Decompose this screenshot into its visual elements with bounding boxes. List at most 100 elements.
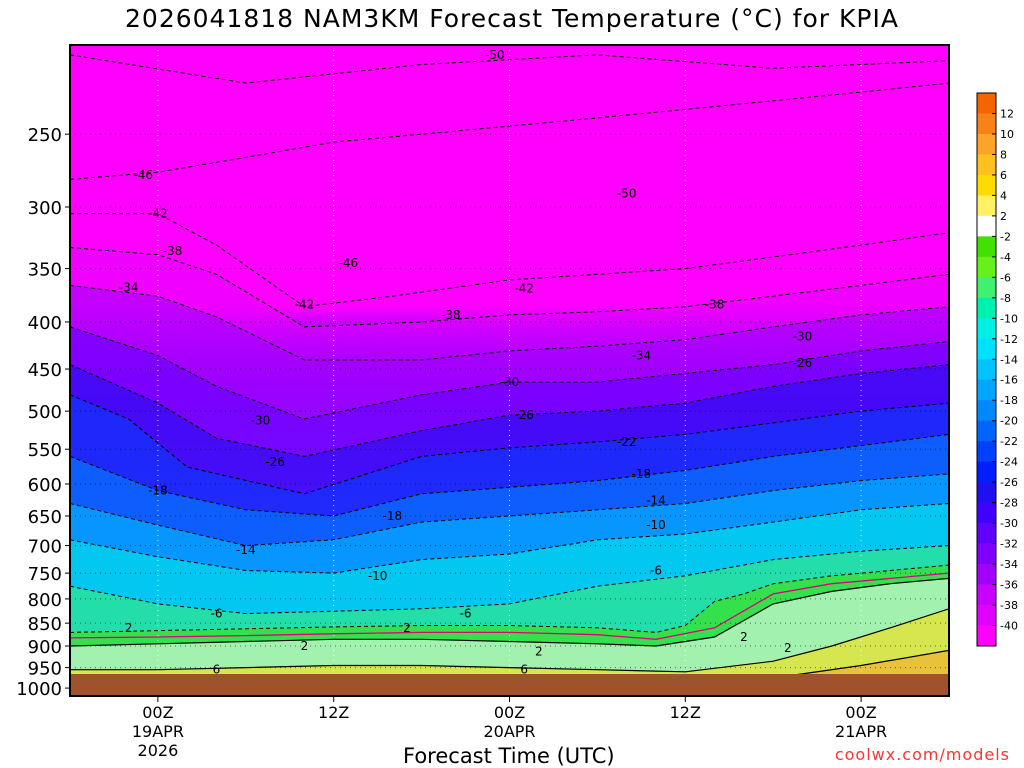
- contour-label: -42: [295, 298, 315, 312]
- contour-label: -50: [485, 48, 505, 62]
- isotherm-line: [70, 572, 949, 640]
- colorbar-swatch: [977, 256, 996, 278]
- colorbar-swatch: [977, 400, 996, 421]
- x-tick-label: 00Z: [494, 703, 525, 722]
- isotherm-line: [70, 608, 949, 673]
- isotherm-line: [70, 577, 949, 647]
- contour-label: -34: [632, 348, 652, 362]
- colorbar-swatch: [977, 318, 996, 340]
- colorbar-swatch: [977, 379, 996, 401]
- isotherm-line: [70, 213, 949, 308]
- contour-label: -42: [514, 282, 534, 296]
- x-tick-label: 12Z: [670, 703, 701, 722]
- contour-label: -38: [441, 308, 461, 322]
- isotherm-line: [70, 394, 949, 495]
- credit-text: coolwx.com/models: [834, 745, 1010, 764]
- colorbar-swatch: [977, 236, 996, 258]
- colorbar-label: 12: [1000, 107, 1014, 120]
- y-tick-label: 300: [28, 198, 62, 219]
- colorbar-swatch: [977, 523, 996, 544]
- colorbar-label: -34: [1000, 558, 1018, 571]
- contour-label: -50: [617, 186, 637, 200]
- colorbar-label: -22: [1000, 435, 1018, 448]
- colorbar-label: -14: [1000, 353, 1018, 366]
- colorbar-swatch: [977, 564, 996, 585]
- y-tick-label: 550: [28, 440, 62, 461]
- y-tick-label: 850: [28, 614, 62, 635]
- contour-label: -18: [148, 484, 168, 498]
- colorbar-swatch: [977, 420, 996, 442]
- colorbar: 12 10 8 6 4 2 -2 -4 -6 -8 -10 -12 -14 -16 -18 -20 -22 -24…: [976, 92, 1018, 647]
- isotherm-line: [70, 54, 949, 84]
- colorbar-swatch: [977, 584, 996, 606]
- colorbar-label: 4: [1000, 189, 1007, 202]
- colorbar-swatch: [977, 338, 996, 360]
- colorbar-swatch: [977, 215, 996, 237]
- isotherm-line: [70, 503, 949, 574]
- contour-label: -18: [382, 509, 402, 523]
- x-tick-label: 2026: [138, 741, 179, 760]
- y-tick-label: 250: [28, 125, 62, 146]
- isotherm-line: [70, 326, 949, 420]
- y-tick-label: 800: [28, 590, 62, 611]
- colorbar-label: -4: [1000, 251, 1011, 264]
- colorbar-label: -24: [1000, 456, 1018, 469]
- y-tick-label: 350: [28, 260, 62, 281]
- contour-label: -18: [632, 467, 652, 481]
- colorbar-swatch: [977, 133, 996, 155]
- contour-label: 2: [301, 639, 309, 653]
- y-tick-label: 650: [28, 507, 62, 528]
- contour-label: 2: [740, 630, 748, 644]
- colorbar-label: 8: [1000, 148, 1007, 161]
- colorbar-label: -2: [1000, 230, 1011, 243]
- y-tick-label: 400: [28, 313, 62, 334]
- contour-label: -26: [265, 455, 285, 469]
- colorbar-swatch: [977, 297, 996, 319]
- y-tick-label: 1000: [16, 679, 62, 700]
- contour-label: -30: [793, 330, 813, 344]
- y-tick-label: 500: [28, 402, 62, 423]
- isotherm-line: [70, 545, 949, 615]
- colorbar-swatch: [977, 154, 996, 176]
- contour-label: -38: [705, 298, 725, 312]
- x-axis-title: Forecast Time (UTC): [403, 744, 615, 768]
- contour-label: -10: [368, 569, 388, 583]
- colorbar-label: -32: [1000, 538, 1018, 551]
- chart-title: 2026041818 NAM3KM Forecast Temperature (…: [125, 4, 899, 33]
- contour-label: -26: [793, 356, 813, 370]
- colorbar-label: 2: [1000, 210, 1007, 223]
- contour-label: 6: [520, 663, 528, 677]
- isotherm-line: [70, 82, 949, 180]
- isotherm-line: [70, 364, 949, 457]
- colorbar-swatch: [977, 543, 996, 565]
- colorbar-swatch: [977, 93, 996, 114]
- contour-label: -14: [236, 543, 256, 557]
- contour-label: -38: [163, 244, 183, 258]
- contour-label: -26: [514, 408, 534, 422]
- contour-label: -6: [211, 607, 223, 621]
- x-tick-label: 19APR: [132, 722, 184, 741]
- colorbar-swatch: [977, 195, 996, 217]
- colorbar-swatch: [977, 277, 996, 299]
- colorbar-label: -12: [1000, 333, 1018, 346]
- colorbar-swatch: [977, 482, 996, 503]
- colorbar-frame: [976, 92, 997, 647]
- contour-label: -30: [500, 375, 520, 389]
- isotherm-line: [70, 247, 949, 328]
- colorbar-swatch: [977, 113, 996, 135]
- contour-label: -46: [339, 256, 359, 270]
- colorbar-label: -40: [1000, 620, 1018, 633]
- colorbar-swatch: [977, 359, 996, 381]
- contour-label: -34: [119, 281, 139, 295]
- colorbar-label: 10: [1000, 128, 1014, 141]
- x-tick-label: 21APR: [835, 722, 887, 741]
- contour-label: -14: [646, 493, 666, 507]
- isotherm-line: [70, 284, 949, 361]
- y-tick-label: 900: [28, 637, 62, 658]
- colorbar-swatch: [977, 441, 996, 462]
- contour-label: -6: [650, 563, 662, 577]
- colorbar-label: -6: [1000, 271, 1011, 284]
- colorbar-swatch: [977, 625, 996, 647]
- x-tick-label: 00Z: [845, 703, 876, 722]
